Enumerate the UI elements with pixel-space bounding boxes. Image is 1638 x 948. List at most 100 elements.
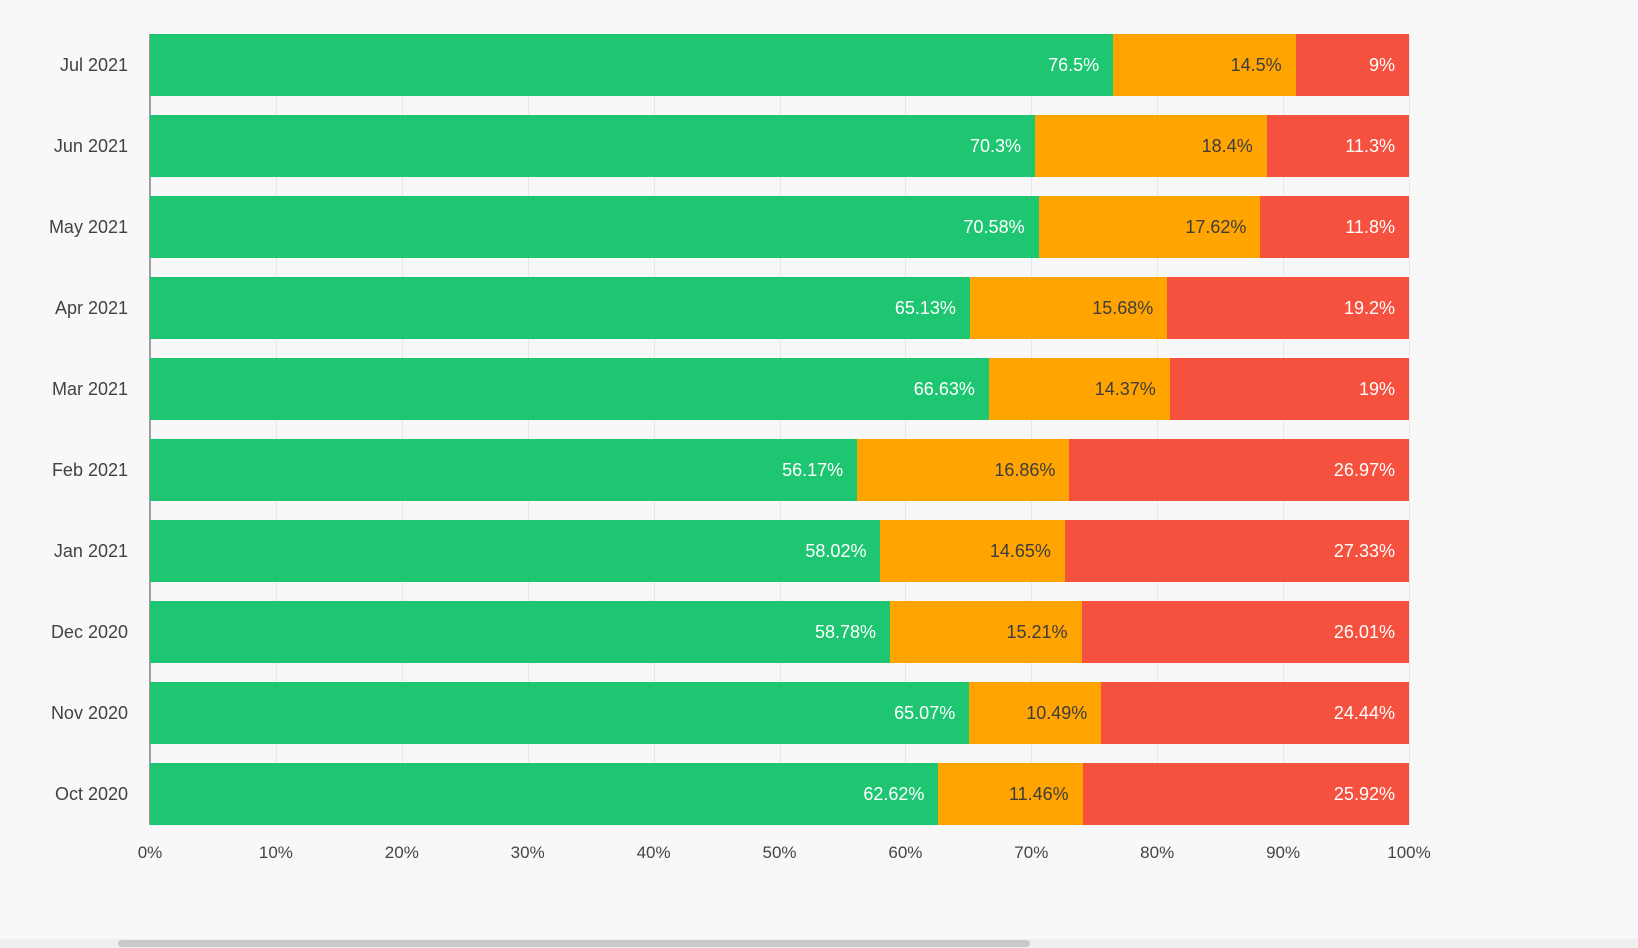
y-axis-label: Oct 2020 xyxy=(54,783,128,804)
bar-track: 56.17% 16.86% 26.97% xyxy=(150,439,1409,501)
x-axis-tick-label: 50% xyxy=(762,843,797,862)
segment-value-label: 65.13% xyxy=(894,297,956,318)
segment-value-label: 10.49% xyxy=(1026,702,1088,723)
bar-segment-orange[interactable]: 14.5% xyxy=(1113,34,1296,96)
bar-segment-orange[interactable]: 18.4% xyxy=(1035,115,1267,177)
segment-value-label: 66.63% xyxy=(913,378,975,399)
gridline xyxy=(527,34,529,825)
bar-segment-red[interactable]: 11.8% xyxy=(1260,196,1409,258)
y-axis-label: May 2021 xyxy=(48,216,128,237)
bar-row: Jun 2021 70.3% 18.4% 11.3% xyxy=(0,115,1409,177)
bar-segment-red[interactable]: 24.44% xyxy=(1101,682,1409,744)
y-axis-label: Jul 2021 xyxy=(59,54,128,75)
bar-track: 70.3% 18.4% 11.3% xyxy=(150,115,1409,177)
bar-segment-green[interactable]: 76.5% xyxy=(150,34,1114,96)
bars-area: Jul 2021 76.5% 14.5% 9% Jun 2021 70.3% 18.4% 11… xyxy=(0,34,1409,825)
segment-value-label: 27.33% xyxy=(1333,540,1395,561)
x-axis-tick-label: 10% xyxy=(258,843,293,862)
y-axis-label: Jan 2021 xyxy=(53,540,128,561)
bar-row: Jul 2021 76.5% 14.5% 9% xyxy=(0,34,1409,96)
bar-segment-green[interactable]: 58.78% xyxy=(150,601,891,663)
segment-value-label: 58.02% xyxy=(805,540,867,561)
y-axis-line xyxy=(149,34,151,825)
segment-value-label: 65.07% xyxy=(894,702,956,723)
segment-value-label: 58.78% xyxy=(814,621,877,642)
segment-value-label: 62.62% xyxy=(863,783,925,804)
bar-segment-red[interactable]: 27.33% xyxy=(1064,520,1409,582)
segment-value-label: 11.3% xyxy=(1345,135,1395,156)
bar-row: Mar 2021 66.63% 14.37% 19% xyxy=(0,358,1409,420)
horizontal-scrollbar-track[interactable] xyxy=(0,939,1638,948)
y-axis-label: Apr 2021 xyxy=(54,297,128,318)
bar-segment-red[interactable]: 26.97% xyxy=(1069,439,1409,501)
bar-segment-green[interactable]: 70.58% xyxy=(150,196,1039,258)
bar-segment-orange[interactable]: 11.46% xyxy=(938,763,1083,825)
gridline xyxy=(275,34,277,825)
segment-value-label: 76.5% xyxy=(1048,54,1100,75)
y-axis-label: Mar 2021 xyxy=(51,378,128,399)
bar-track: 58.78% 15.21% 26.01% xyxy=(150,601,1409,663)
segment-value-label: 24.44% xyxy=(1333,702,1395,723)
bar-track: 70.58% 17.62% 11.8% xyxy=(150,196,1409,258)
x-axis-tick-label: 40% xyxy=(636,843,671,862)
y-axis-label: Nov 2020 xyxy=(50,702,128,723)
segment-value-label: 70.58% xyxy=(963,216,1025,237)
gridline xyxy=(401,34,403,825)
segment-value-label: 9% xyxy=(1368,54,1395,75)
bar-track: 65.07% 10.49% 24.44% xyxy=(150,682,1409,744)
bar-segment-green[interactable]: 70.3% xyxy=(150,115,1036,177)
x-axis: 0% 10% 20% 30% 40% 50% 60% 70% 80% 90% 100% xyxy=(0,843,1638,873)
bar-track: 58.02% 14.65% 27.33% xyxy=(150,520,1409,582)
gridline xyxy=(653,34,655,825)
horizontal-scrollbar-thumb[interactable] xyxy=(118,940,1030,947)
bar-segment-red[interactable]: 25.92% xyxy=(1082,763,1409,825)
y-axis-label: Feb 2021 xyxy=(51,459,128,480)
segment-value-label: 14.5% xyxy=(1230,54,1282,75)
segment-value-label: 19.2% xyxy=(1343,297,1395,318)
segment-value-label: 14.65% xyxy=(989,540,1051,561)
bar-row: May 2021 70.58% 17.62% 11.8% xyxy=(0,196,1409,258)
gridline xyxy=(1409,34,1410,825)
y-axis-label: Jun 2021 xyxy=(53,135,128,156)
bar-row: Apr 2021 65.13% 15.68% 19.2% xyxy=(0,277,1409,339)
bar-segment-red[interactable]: 26.01% xyxy=(1081,601,1409,663)
gridline xyxy=(1157,34,1159,825)
bar-segment-orange[interactable]: 10.49% xyxy=(969,682,1102,744)
bar-segment-red[interactable]: 9% xyxy=(1295,34,1409,96)
x-axis-tick-label: 60% xyxy=(888,843,923,862)
bar-segment-green[interactable]: 66.63% xyxy=(150,358,989,420)
bar-segment-green[interactable]: 58.02% xyxy=(150,520,881,582)
gridline xyxy=(1031,34,1033,825)
segment-value-label: 15.68% xyxy=(1092,297,1154,318)
bar-segment-green[interactable]: 56.17% xyxy=(150,439,858,501)
bar-segment-orange[interactable]: 16.86% xyxy=(857,439,1070,501)
x-axis-tick-label: 20% xyxy=(384,843,419,862)
y-axis-label: Dec 2020 xyxy=(50,621,128,642)
bar-segment-orange[interactable]: 17.62% xyxy=(1038,196,1261,258)
segment-value-label: 11.46% xyxy=(1008,783,1069,804)
bar-segment-red[interactable]: 19.2% xyxy=(1167,277,1409,339)
bar-track: 65.13% 15.68% 19.2% xyxy=(150,277,1409,339)
bar-row: Dec 2020 58.78% 15.21% 26.01% xyxy=(0,601,1409,663)
bar-segment-red[interactable]: 11.3% xyxy=(1266,115,1409,177)
bar-track: 62.62% 11.46% 25.92% xyxy=(150,763,1409,825)
bar-segment-green[interactable]: 65.13% xyxy=(150,277,970,339)
x-axis-tick-label: 90% xyxy=(1266,843,1301,862)
bar-track: 76.5% 14.5% 9% xyxy=(150,34,1409,96)
bar-segment-orange[interactable]: 15.68% xyxy=(969,277,1168,339)
segment-value-label: 26.01% xyxy=(1333,621,1395,642)
segment-value-label: 26.97% xyxy=(1333,459,1395,480)
segment-value-label: 16.86% xyxy=(994,459,1056,480)
bar-segment-orange[interactable]: 14.65% xyxy=(880,520,1065,582)
bar-segment-red[interactable]: 19% xyxy=(1169,358,1409,420)
bar-segment-orange[interactable]: 15.21% xyxy=(890,601,1082,663)
segment-value-label: 25.92% xyxy=(1333,783,1395,804)
segment-value-label: 14.37% xyxy=(1094,378,1156,399)
x-axis-tick-label: 80% xyxy=(1140,843,1175,862)
bar-segment-orange[interactable]: 14.37% xyxy=(988,358,1170,420)
bar-segment-green[interactable]: 65.07% xyxy=(150,682,970,744)
x-axis-tick-label: 100% xyxy=(1387,843,1431,862)
bar-track: 66.63% 14.37% 19% xyxy=(150,358,1409,420)
bar-segment-green[interactable]: 62.62% xyxy=(150,763,939,825)
